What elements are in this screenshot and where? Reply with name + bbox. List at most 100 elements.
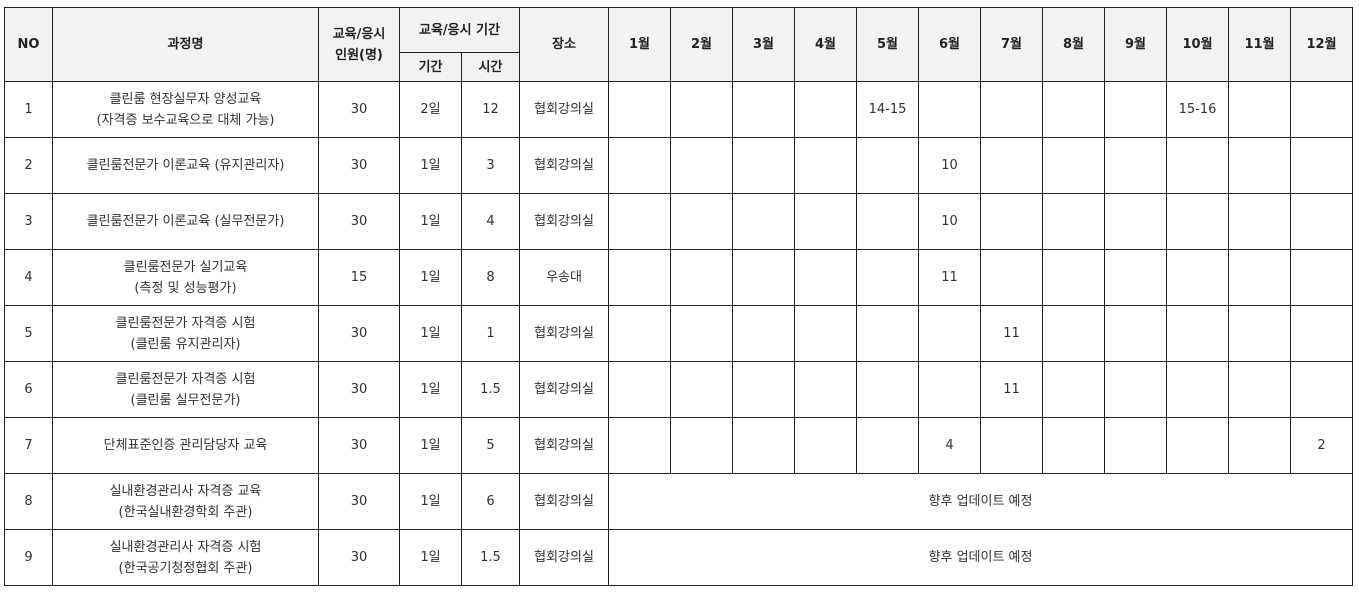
course-name: 클린룸전문가 실기교육 (측정 및 성능평가) (52, 249, 319, 306)
schedule-note: 향후 업데이트 예정 (608, 473, 1354, 530)
hours: 8 (460, 249, 521, 306)
month-cell-10 (1166, 417, 1230, 474)
capacity: 15 (318, 249, 400, 306)
hours: 12 (460, 81, 521, 138)
course-name: 실내환경관리사 자격증 교육 (한국실내환경학회 주관) (52, 473, 319, 530)
month-cell-5 (856, 417, 920, 474)
month-cell-12 (1290, 193, 1354, 250)
month-cell-4 (794, 305, 858, 362)
row-no: 8 (4, 473, 53, 530)
month-cell-11 (1228, 417, 1292, 474)
month-cell-5 (856, 249, 920, 306)
header-month-1: 1월 (608, 7, 672, 82)
place: 협회강의실 (519, 417, 610, 474)
month-cell-6 (918, 361, 982, 418)
month-cell-3 (732, 249, 796, 306)
month-cell-3 (732, 193, 796, 250)
month-cell-12 (1290, 81, 1354, 138)
month-cell-2 (670, 249, 734, 306)
month-cell-4 (794, 249, 858, 306)
header-month-10: 10월 (1166, 7, 1230, 82)
header-month-4: 4월 (794, 7, 858, 82)
capacity: 30 (318, 417, 400, 474)
row-no: 9 (4, 529, 53, 586)
days: 1일 (399, 193, 462, 250)
course-name: 클린룸 현장실무자 양성교육 (자격증 보수교육으로 대체 가능) (52, 81, 319, 138)
month-cell-7: 11 (980, 305, 1044, 362)
month-cell-10 (1166, 361, 1230, 418)
month-cell-11 (1228, 81, 1292, 138)
course-name-line: (한국실내환경학회 주관) (118, 504, 253, 520)
days: 1일 (399, 417, 462, 474)
course-name-line: (한국공기청정협회 주관) (118, 560, 253, 576)
capacity: 30 (318, 81, 400, 138)
header-days: 기간 (399, 52, 462, 82)
month-cell-7 (980, 249, 1044, 306)
month-cell-11 (1228, 137, 1292, 194)
header-capacity: 교육/응시 인원(명) (318, 7, 400, 82)
month-cell-5 (856, 193, 920, 250)
hours: 6 (460, 473, 521, 530)
month-cell-5 (856, 305, 920, 362)
days: 1일 (399, 361, 462, 418)
days: 1일 (399, 529, 462, 586)
month-cell-7 (980, 137, 1044, 194)
row-no: 4 (4, 249, 53, 306)
header-month-12: 12월 (1290, 7, 1354, 82)
header-capacity-line1: 교육/응시 (332, 26, 386, 42)
place: 협회강의실 (519, 81, 610, 138)
table-row: 8 실내환경관리사 자격증 교육 (한국실내환경학회 주관) 30 1일 6 협회강의실 향후… (4, 473, 1354, 530)
month-cell-12: 2 (1290, 417, 1354, 474)
month-cell-3 (732, 81, 796, 138)
month-cell-3 (732, 417, 796, 474)
course-name: 실내환경관리사 자격증 시험 (한국공기청정협회 주관) (52, 529, 319, 586)
header-month-7: 7월 (980, 7, 1044, 82)
course-name: 클린룸전문가 이론교육 (실무전문가) (52, 193, 319, 250)
month-cell-11 (1228, 193, 1292, 250)
capacity: 30 (318, 193, 400, 250)
course-name: 클린룸전문가 자격증 시험 (클린룸 유지관리자) (52, 305, 319, 362)
place: 협회강의실 (519, 361, 610, 418)
course-name-line: 클린룸전문가 이론교육 (유지관리자) (86, 158, 285, 173)
course-name-line: (측정 및 성능평가) (134, 280, 237, 296)
month-cell-4 (794, 137, 858, 194)
month-cell-2 (670, 305, 734, 362)
month-cell-2 (670, 137, 734, 194)
table-row: 4 클린룸전문가 실기교육 (측정 및 성능평가) 15 1일 8 우송대 11 (4, 249, 1354, 306)
month-cell-10 (1166, 249, 1230, 306)
table-row: 5 클린룸전문가 자격증 시험 (클린룸 유지관리자) 30 1일 1 협회강의실 11 (4, 305, 1354, 362)
hours: 3 (460, 137, 521, 194)
month-cell-9 (1104, 361, 1168, 418)
month-cell-1 (608, 361, 672, 418)
month-cell-12 (1290, 137, 1354, 194)
month-cell-9 (1104, 305, 1168, 362)
month-cell-8 (1042, 305, 1106, 362)
month-cell-8 (1042, 81, 1106, 138)
hours: 1 (460, 305, 521, 362)
month-cell-6 (918, 81, 982, 138)
month-cell-2 (670, 81, 734, 138)
month-cell-8 (1042, 137, 1106, 194)
header-place: 장소 (519, 7, 610, 82)
course-name-line: 클린룸전문가 자격증 시험 (115, 371, 256, 387)
table-row: 1 클린룸 현장실무자 양성교육 (자격증 보수교육으로 대체 가능) 30 2일 12 협… (4, 81, 1354, 138)
course-name: 클린룸전문가 자격증 시험 (클린룸 실무전문가) (52, 361, 319, 418)
hours: 5 (460, 417, 521, 474)
month-cell-8 (1042, 249, 1106, 306)
header-period-group: 교육/응시 기간 (398, 7, 521, 53)
month-cell-6: 11 (918, 249, 982, 306)
days: 1일 (399, 473, 462, 530)
days: 1일 (399, 305, 462, 362)
course-name-line: 실내환경관리사 자격증 교육 (109, 483, 262, 499)
row-no: 3 (4, 193, 53, 250)
month-cell-1 (608, 81, 672, 138)
month-cell-11 (1228, 361, 1292, 418)
month-cell-9 (1104, 417, 1168, 474)
course-name-line: (자격증 보수교육으로 대체 가능) (96, 112, 275, 128)
course-name-line: 클린룸전문가 실기교육 (123, 259, 248, 275)
place: 협회강의실 (519, 137, 610, 194)
month-cell-9 (1104, 249, 1168, 306)
month-cell-12 (1290, 249, 1354, 306)
course-name-line: 단체표준인증 관리담당자 교육 (103, 438, 268, 453)
row-no: 5 (4, 305, 53, 362)
